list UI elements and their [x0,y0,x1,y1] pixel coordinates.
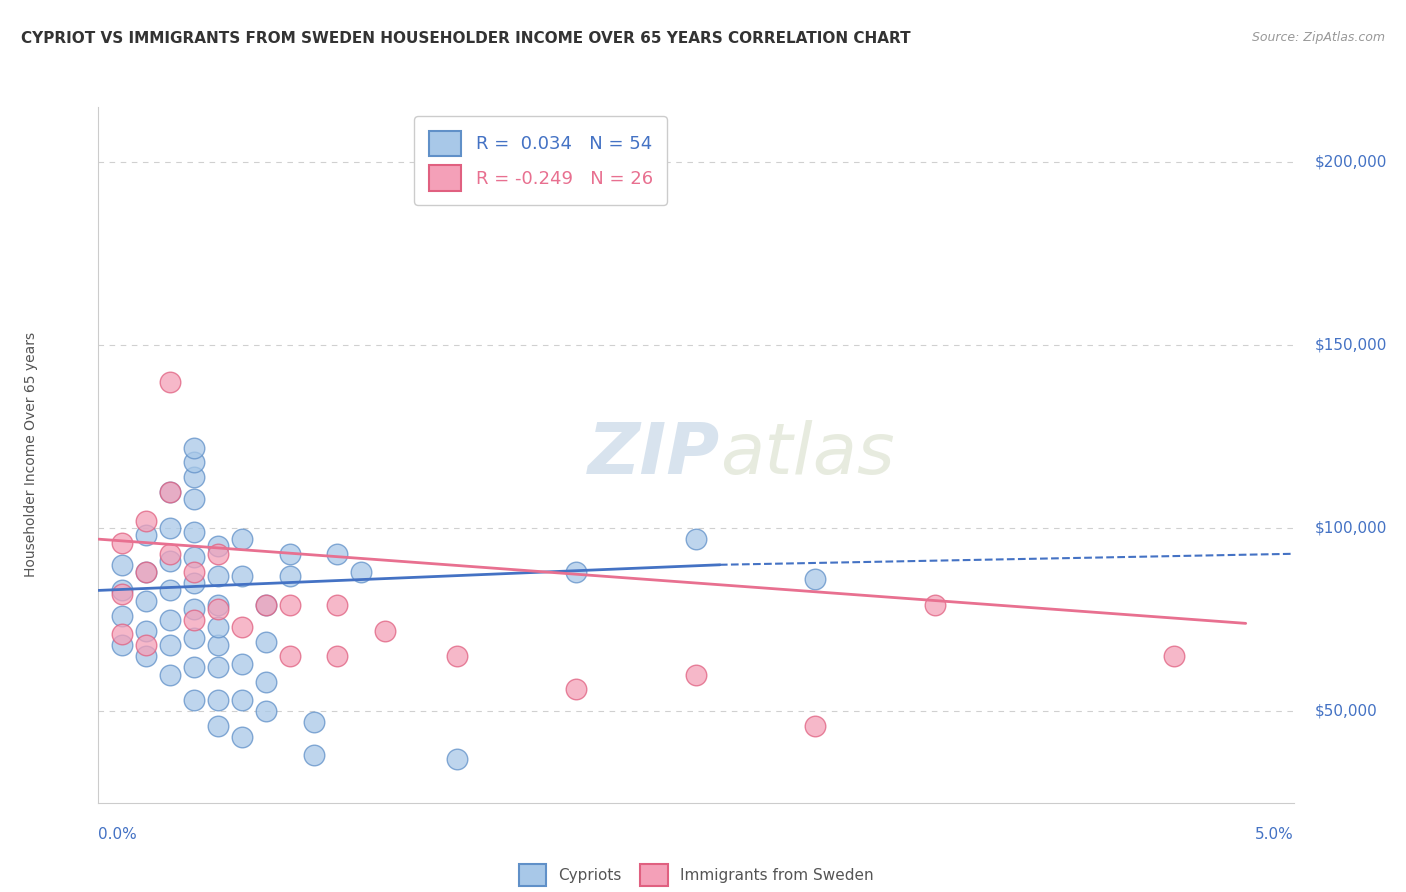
Text: CYPRIOT VS IMMIGRANTS FROM SWEDEN HOUSEHOLDER INCOME OVER 65 YEARS CORRELATION C: CYPRIOT VS IMMIGRANTS FROM SWEDEN HOUSEH… [21,31,911,46]
Point [231,532,253,546]
Point [565,682,588,697]
Point [183,613,205,627]
Point [183,491,205,506]
Point [135,594,157,608]
Point [159,583,181,598]
Point [565,565,588,579]
Point [278,547,301,561]
Point [1163,649,1185,664]
Point [207,638,229,652]
Point [111,587,134,601]
Point [135,638,157,652]
Point [231,657,253,671]
Point [183,550,205,565]
Point [183,455,205,469]
Point [183,524,205,539]
Point [374,624,396,638]
Point [254,634,277,648]
Point [135,624,157,638]
Point [159,547,181,561]
Point [207,620,229,634]
Point [231,620,253,634]
Point [135,565,157,579]
Text: Source: ZipAtlas.com: Source: ZipAtlas.com [1251,31,1385,45]
Point [159,484,181,499]
Point [207,693,229,707]
Point [804,573,827,587]
Point [159,638,181,652]
Point [111,558,134,572]
Point [183,660,205,674]
Point [254,598,277,612]
Point [183,470,205,484]
Point [231,568,253,582]
Point [207,568,229,582]
Point [111,583,134,598]
Point [183,565,205,579]
Point [111,638,134,652]
Point [111,627,134,641]
Point [183,601,205,615]
Point [278,649,301,664]
Text: Householder Income Over 65 years: Householder Income Over 65 years [24,333,38,577]
Point [685,667,707,681]
Point [326,547,349,561]
Text: $100,000: $100,000 [1315,521,1386,536]
Point [183,441,205,455]
Point [159,554,181,568]
Point [207,601,229,615]
Text: ZIP: ZIP [588,420,720,490]
Point [135,528,157,542]
Point [231,693,253,707]
Point [207,598,229,612]
Point [159,521,181,535]
Point [207,719,229,733]
Point [159,375,181,389]
Point [278,598,301,612]
Point [350,565,373,579]
Point [254,675,277,690]
Point [326,598,349,612]
Point [326,649,349,664]
Point [302,748,325,763]
Point [159,484,181,499]
Point [159,667,181,681]
Point [254,704,277,718]
Point [278,568,301,582]
Point [159,613,181,627]
Point [111,609,134,624]
Point [302,715,325,730]
Point [207,540,229,554]
Point [254,598,277,612]
Text: 5.0%: 5.0% [1254,827,1294,841]
Point [924,598,946,612]
Point [446,649,468,664]
Point [207,547,229,561]
Point [111,536,134,550]
Text: 0.0%: 0.0% [98,827,138,841]
Point [135,514,157,528]
Point [135,649,157,664]
Text: $50,000: $50,000 [1315,704,1378,719]
Point [207,660,229,674]
Point [231,730,253,744]
Text: $150,000: $150,000 [1315,337,1386,352]
Point [804,719,827,733]
Text: $200,000: $200,000 [1315,154,1386,169]
Point [685,532,707,546]
Point [183,631,205,645]
Text: atlas: atlas [720,420,894,490]
Point [183,693,205,707]
Point [183,576,205,591]
Point [135,565,157,579]
Legend: Cypriots, Immigrants from Sweden: Cypriots, Immigrants from Sweden [519,864,873,886]
Point [446,752,468,766]
